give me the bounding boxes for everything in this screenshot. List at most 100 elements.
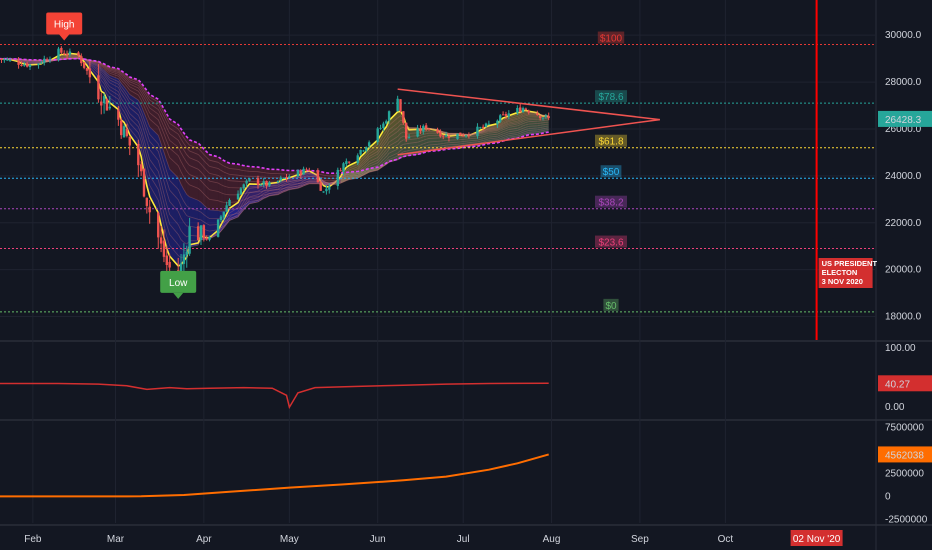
candle-body [379, 127, 382, 129]
ribbon-band [360, 164, 364, 170]
ribbon-band [263, 192, 267, 197]
ribbon-band [280, 184, 284, 188]
ribbon-band [24, 60, 28, 62]
ribbon-band [124, 111, 127, 123]
candle-body [137, 143, 140, 166]
ribbon-band [30, 61, 39, 63]
ribbon-band [480, 132, 484, 135]
ribbon-band [263, 186, 267, 191]
ribbon-band [126, 107, 130, 119]
ribbon-band [480, 131, 484, 133]
ribbon-band [389, 136, 398, 146]
ribbon-band [505, 120, 509, 123]
ribbon-band [106, 66, 110, 70]
ribbon-band [486, 129, 489, 131]
ribbon-band [220, 184, 224, 194]
indicator-2-tick: 7500000 [885, 422, 924, 433]
ribbon-band [525, 112, 529, 115]
ribbon-band [218, 200, 221, 212]
ribbon-band [106, 82, 110, 90]
ribbon-band [500, 121, 504, 126]
ribbon-band [189, 196, 199, 211]
ribbon-band [448, 133, 458, 134]
ribbon-band [61, 58, 65, 60]
candle-body [459, 132, 462, 136]
candle-body [524, 108, 528, 111]
ribbon-band [124, 86, 127, 95]
ribbon-band [101, 80, 105, 88]
ribbon-band [517, 121, 521, 125]
ribbon-band [277, 192, 281, 195]
ribbon-band [209, 166, 219, 176]
candle-body [216, 219, 220, 237]
ribbon-band [497, 135, 501, 139]
ribbon-band [360, 174, 364, 177]
ribbon-band [183, 211, 187, 227]
ribbon-band [118, 81, 122, 90]
ribbon-band [523, 131, 526, 134]
ribbon-band [206, 151, 210, 161]
candle-body [142, 168, 146, 197]
ribbon-band [503, 121, 506, 125]
indicator-1-tick: 0.00 [885, 402, 905, 413]
ribbon-band [203, 204, 207, 217]
ribbon-band [209, 209, 219, 219]
ribbon-band [101, 63, 105, 66]
ribbon-band [67, 55, 70, 57]
ribbon-band [540, 130, 543, 133]
ribbon-band [309, 173, 318, 177]
ribbon-band [104, 69, 107, 75]
ribbon-band [377, 162, 381, 168]
ribbon-band [306, 172, 310, 175]
ribbon-band [243, 198, 247, 206]
ribbon-band [189, 157, 199, 170]
ribbon-band [223, 221, 227, 228]
ribbon-band [357, 160, 361, 167]
ribbon-band [383, 163, 387, 167]
ribbon-band [389, 131, 398, 142]
candle-body [37, 63, 40, 66]
ribbon-band [129, 128, 139, 148]
ribbon-band [118, 84, 122, 94]
ribbon-band [158, 102, 162, 111]
ribbon-band [209, 181, 219, 192]
ribbon-band [109, 82, 119, 92]
ribbon-band [520, 118, 524, 122]
ribbon-band [545, 122, 549, 125]
ribbon-band [486, 135, 489, 138]
ribbon-band [266, 190, 270, 196]
ribbon-band [508, 118, 518, 122]
ribbon-band [144, 106, 147, 120]
ribbon-band [121, 72, 125, 77]
ribbon-band [528, 129, 538, 133]
ribbon-band [366, 156, 370, 162]
price-tick: 18000.0 [885, 312, 922, 323]
ribbon-band [181, 128, 184, 139]
ribbon-band [503, 122, 506, 126]
ribbon-band [166, 127, 170, 141]
ribbon-band [121, 71, 125, 75]
ribbon-band [260, 197, 264, 201]
ribbon-band [366, 172, 370, 174]
fib-label: $78.6 [598, 92, 623, 103]
ribbon-band [146, 102, 150, 113]
ribbon-band [249, 196, 258, 202]
ribbon-band [343, 178, 347, 182]
ribbon-band [283, 182, 287, 186]
ribbon-band [289, 177, 298, 182]
ribbon-band [528, 118, 538, 120]
ribbon-band [223, 220, 227, 226]
ribbon-band [326, 183, 330, 186]
ribbon-band [289, 170, 298, 175]
ribbon-band [229, 194, 239, 203]
ribbon-band [166, 160, 170, 181]
ribbon-band [240, 209, 244, 214]
ribbon-band [144, 97, 147, 108]
ribbon-band [520, 112, 524, 116]
ribbon-band [343, 178, 347, 181]
ribbon-band [269, 185, 278, 191]
ribbon-band [178, 124, 182, 134]
ribbon-band [323, 180, 327, 183]
ribbon-band [186, 142, 190, 152]
